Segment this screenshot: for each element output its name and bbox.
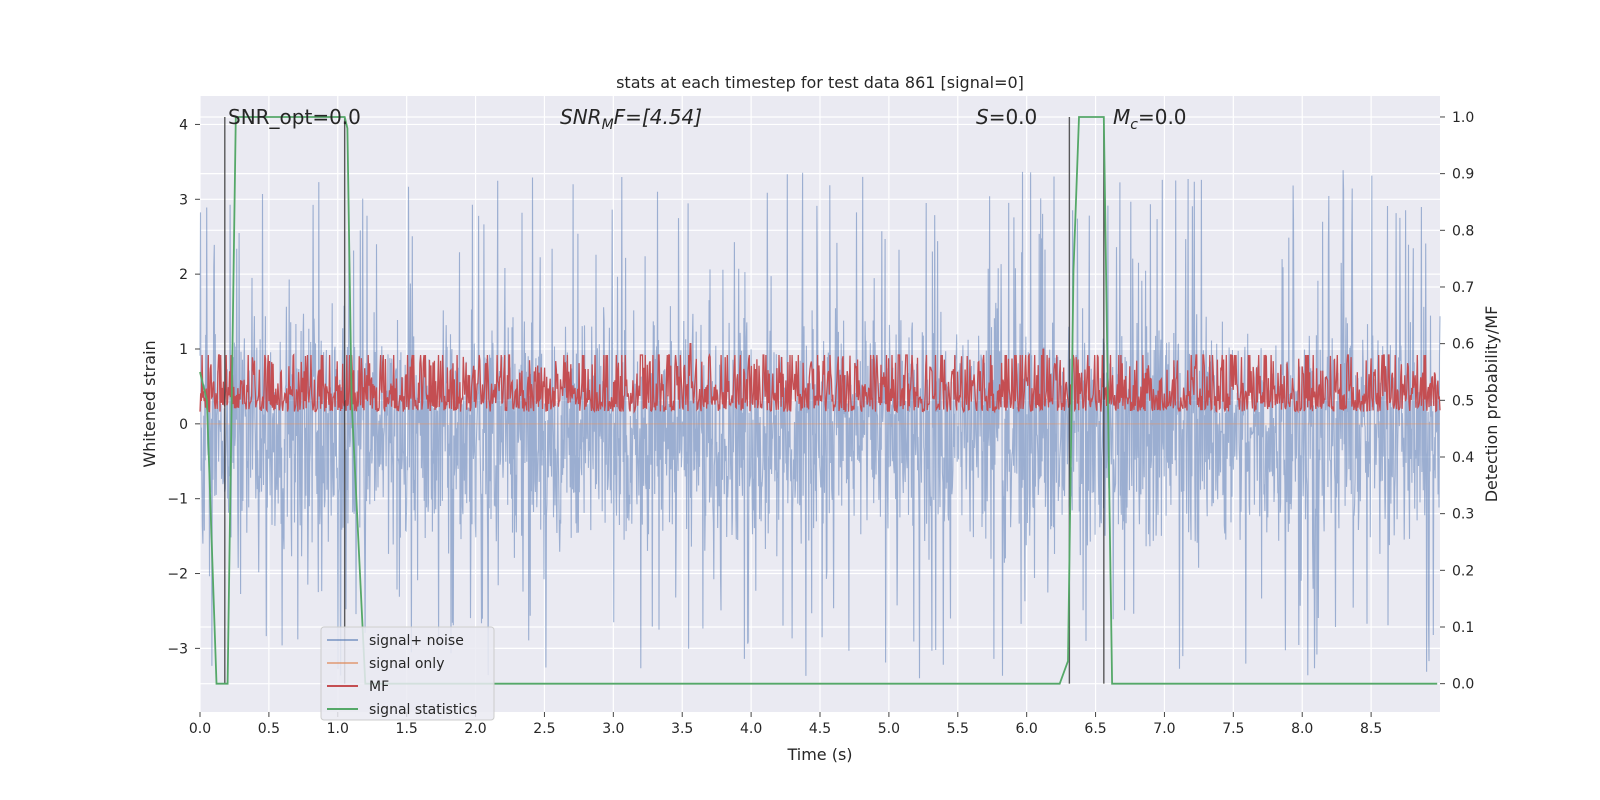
- annotation-mc-rest: =0.0: [1138, 105, 1187, 129]
- x-tick-label: 2.5: [533, 721, 555, 737]
- x-tick-label: 5.0: [878, 721, 900, 737]
- y-left-tick-label: 1: [179, 342, 188, 358]
- annotation-snr-mf-subscript: M: [602, 117, 614, 133]
- y-right-tick-label: 0.5: [1452, 393, 1474, 409]
- x-tick-label: 7.0: [1153, 721, 1175, 737]
- legend-label-mf: MF: [369, 679, 389, 695]
- x-tick-label: 2.0: [464, 721, 486, 737]
- y-axis-left-ticks: −3 −2 −1 0 1 2 3 4: [167, 117, 200, 657]
- x-tick-label: 7.5: [1222, 721, 1244, 737]
- x-tick-label: 3.5: [671, 721, 693, 737]
- y-right-tick-label: 0.8: [1452, 223, 1474, 239]
- x-tick-label: 8.0: [1291, 721, 1313, 737]
- annotation-mc-symbol: M: [1113, 105, 1130, 129]
- y-right-tick-label: 0.4: [1452, 450, 1474, 466]
- x-tick-label: 3.0: [602, 721, 624, 737]
- y-right-tick-label: 0.0: [1452, 677, 1474, 693]
- y-axis-left-label: Whitened strain: [140, 340, 159, 467]
- x-tick-label: 4.0: [740, 721, 762, 737]
- annotation-s-rest: =0.0: [989, 105, 1038, 129]
- x-tick-label: 6.0: [1016, 721, 1038, 737]
- legend-box: [320, 626, 495, 721]
- y-left-tick-label: −2: [167, 567, 188, 583]
- x-axis-ticks: 0.0 0.5 1.0 1.5 2.0 2.5 3.0 3.5 4.0 4.5 5.0 5.5 6.0 6…: [189, 712, 1382, 737]
- annotation-snr-mf-rest: F=[4.54]: [614, 105, 702, 129]
- y-right-tick-label: 0.1: [1452, 620, 1474, 636]
- y-left-tick-label: 4: [179, 117, 188, 133]
- y-right-tick-label: 0.7: [1452, 280, 1474, 296]
- y-axis-right-label: Detection probability/MF: [1482, 306, 1501, 503]
- y-left-tick-label: 3: [179, 192, 188, 208]
- annotation-s: S=0.0: [976, 105, 1037, 129]
- chart-title: stats at each timestep for test data 861…: [616, 73, 1024, 92]
- series-signal-statistics: [199, 116, 1438, 685]
- annotation-mc-subscript: c: [1130, 117, 1138, 133]
- y-right-tick-label: 0.2: [1452, 563, 1474, 579]
- x-tick-label: 4.5: [809, 721, 831, 737]
- signal-noise-line: [199, 170, 1441, 679]
- x-tick-label: 8.5: [1360, 721, 1382, 737]
- x-tick-label: 0.5: [258, 721, 280, 737]
- annotation-snr-mf-symbol: SNR: [560, 105, 602, 129]
- x-tick-label: 1.0: [327, 721, 349, 737]
- annotation-snr-mf: SNRMF=[4.54]: [560, 105, 702, 133]
- x-tick-label: 6.5: [1084, 721, 1106, 737]
- legend-label-signal-noise: signal+ noise: [369, 633, 464, 649]
- x-tick-label: 5.5: [947, 721, 969, 737]
- x-tick-label: 0.0: [189, 721, 211, 737]
- x-tick-label: 1.5: [396, 721, 418, 737]
- legend: signal+ noise signal only MF signal stat…: [320, 626, 495, 721]
- series-signal-noise: [199, 170, 1441, 679]
- legend-label-signal-only: signal only: [369, 656, 444, 672]
- y-left-tick-label: 0: [179, 417, 188, 433]
- y-left-tick-label: −1: [167, 492, 188, 508]
- annotation-s-symbol: S: [976, 105, 989, 129]
- y-left-tick-label: 2: [179, 267, 188, 283]
- y-left-tick-label: −3: [167, 641, 188, 657]
- y-right-tick-label: 0.3: [1452, 507, 1474, 523]
- series-mf: [199, 342, 1441, 414]
- y-right-tick-label: 0.6: [1452, 337, 1474, 353]
- signal-statistics-line: [199, 116, 1438, 685]
- mf-line: [199, 342, 1441, 414]
- legend-label-signal-statistics: signal statistics: [369, 702, 477, 718]
- x-axis-label: Time (s): [786, 745, 852, 764]
- y-axis-right-ticks: 0.0 0.1 0.2 0.3 0.4 0.5 0.6 0.7 0.8 0.9 1.0: [1440, 110, 1474, 693]
- y-right-tick-label: 0.9: [1452, 167, 1474, 183]
- y-right-tick-label: 1.0: [1452, 110, 1474, 126]
- annotation-mc: Mc=0.0: [1113, 105, 1187, 133]
- annotation-snr-opt: SNR_opt=0.0: [228, 105, 361, 129]
